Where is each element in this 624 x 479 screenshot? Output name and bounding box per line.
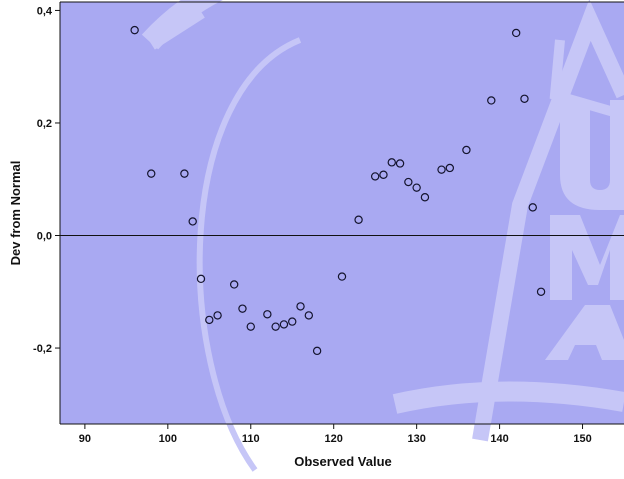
data-point bbox=[180, 169, 189, 178]
data-point bbox=[462, 145, 471, 155]
data-point bbox=[437, 165, 446, 174]
watermark-letters bbox=[545, 100, 624, 360]
y-tick-label: 0,4 bbox=[37, 5, 53, 17]
y-tick-label: 0,2 bbox=[37, 118, 52, 130]
data-point bbox=[511, 28, 521, 38]
data-point bbox=[412, 183, 421, 192]
plot-background bbox=[60, 2, 624, 424]
data-point bbox=[379, 170, 388, 179]
data-point bbox=[387, 158, 396, 167]
data-point bbox=[520, 94, 529, 103]
x-axis-ticks: 90 100 110 120 130 140 150 bbox=[79, 424, 592, 445]
data-point bbox=[188, 217, 197, 226]
x-tick-label: 120 bbox=[325, 433, 343, 445]
x-tick-label: 100 bbox=[159, 433, 177, 445]
data-point bbox=[246, 322, 255, 331]
data-point bbox=[354, 215, 363, 224]
data-point bbox=[288, 317, 297, 326]
data-point bbox=[337, 272, 347, 281]
x-tick-label: 130 bbox=[407, 433, 425, 445]
data-point bbox=[213, 311, 222, 320]
data-point bbox=[130, 25, 139, 35]
data-point bbox=[528, 203, 537, 212]
data-points bbox=[130, 25, 546, 356]
x-tick-label: 140 bbox=[490, 433, 508, 445]
y-axis-title: Dev from Normal bbox=[8, 161, 23, 266]
data-point bbox=[404, 177, 413, 187]
y-axis-ticks: 0,4 0,2 0,0 -0,2 bbox=[33, 5, 60, 355]
y-tick-label: -0,2 bbox=[33, 343, 52, 355]
data-point bbox=[296, 302, 305, 311]
data-point bbox=[271, 322, 280, 331]
x-axis-title: Observed Value bbox=[294, 454, 392, 469]
data-point bbox=[147, 169, 156, 178]
watermark-seal bbox=[141, 0, 624, 472]
data-point bbox=[536, 287, 546, 296]
data-point bbox=[229, 280, 239, 289]
data-point bbox=[420, 193, 430, 202]
data-point bbox=[445, 163, 455, 173]
x-tick-label: 150 bbox=[573, 433, 591, 445]
data-point bbox=[370, 172, 380, 181]
data-point bbox=[238, 304, 247, 313]
data-point bbox=[263, 310, 272, 319]
x-tick-label: 90 bbox=[79, 433, 91, 445]
data-point bbox=[487, 96, 496, 105]
data-point bbox=[196, 274, 206, 284]
data-point bbox=[395, 159, 405, 168]
data-point bbox=[279, 320, 289, 329]
y-tick-label: 0,0 bbox=[37, 231, 52, 243]
data-point bbox=[205, 315, 214, 325]
x-tick-label: 110 bbox=[242, 433, 260, 445]
data-point bbox=[304, 311, 314, 320]
data-point bbox=[312, 346, 322, 356]
